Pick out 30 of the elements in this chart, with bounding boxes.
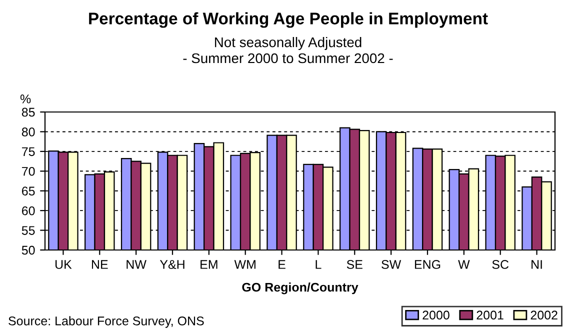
chart-subtitle: Not seasonally Adjusted - Summer 2000 to Summer 2002 - <box>183 37 393 64</box>
x-tick-label: NI <box>532 260 542 269</box>
y-axis-title: % <box>20 94 31 104</box>
x-tick-label: ENG <box>414 260 440 269</box>
x-axis-title: GO Region/Country <box>242 282 358 294</box>
x-tick-label: SW <box>382 260 402 269</box>
y-tick-label: 55 <box>22 226 35 235</box>
y-tick-label: 70 <box>22 166 35 176</box>
legend-label: 2000 <box>422 310 450 320</box>
y-tick-label: 60 <box>22 206 35 216</box>
x-tick-label: WM <box>234 260 256 269</box>
legend-label: 2002 <box>530 310 558 320</box>
x-tick-label: UK <box>55 260 72 269</box>
y-tick-label: 75 <box>22 147 35 156</box>
x-tick-label: NW <box>126 260 146 269</box>
y-tick-label: 50 <box>22 246 35 255</box>
x-tick-label: SE <box>346 260 362 269</box>
chart-title: Percentage of Working Age People in Employment <box>89 12 488 28</box>
legend-label: 2001 <box>476 310 504 320</box>
x-tick-label: Y&H <box>160 260 184 269</box>
x-tick-label: SC <box>492 260 509 269</box>
y-tick-label: 65 <box>22 186 35 196</box>
x-tick-label: E <box>278 260 286 269</box>
source-note: Source: Labour Force Survey, ONS <box>8 316 204 328</box>
x-tick-label: EM <box>200 260 218 269</box>
x-tick-label: NE <box>92 260 108 269</box>
y-tick-label: 80 <box>22 128 35 136</box>
y-tick-label: 85 <box>22 108 35 117</box>
x-tick-label: W <box>458 260 470 269</box>
x-tick-label: L <box>316 260 322 269</box>
